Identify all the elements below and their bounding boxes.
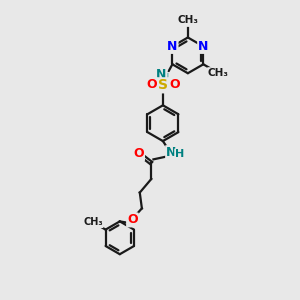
Text: N: N [198, 40, 208, 53]
Text: H: H [160, 73, 169, 83]
Text: O: O [134, 147, 144, 160]
Text: O: O [127, 213, 138, 226]
Text: CH₃: CH₃ [208, 68, 229, 78]
Text: CH₃: CH₃ [83, 217, 103, 227]
Text: S: S [158, 78, 168, 92]
Text: N: N [156, 68, 167, 81]
Text: CH₃: CH₃ [177, 15, 198, 25]
Text: N: N [166, 146, 176, 159]
Text: H: H [175, 149, 184, 159]
Text: N: N [167, 40, 178, 53]
Text: O: O [146, 78, 157, 91]
Text: O: O [169, 78, 180, 91]
